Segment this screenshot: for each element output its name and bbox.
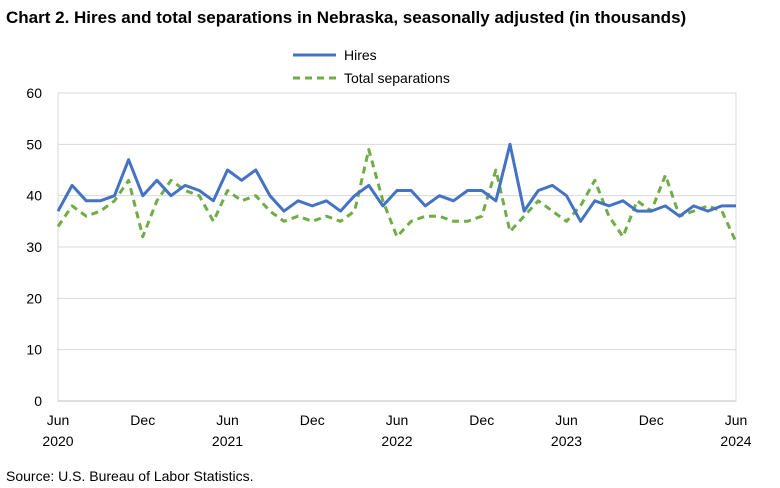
x-tick-label-year: 2023	[551, 433, 582, 449]
x-tick-label-month: Dec	[300, 412, 325, 428]
series-line-hires	[56, 142, 736, 223]
x-tick-label-year: 2024	[720, 433, 751, 449]
gridlines	[58, 92, 736, 351]
y-tick-label: 40	[26, 188, 42, 204]
legend-label-hires: Hires	[344, 47, 377, 63]
x-tick-label-month: Jun	[216, 412, 239, 428]
y-tick-label: 20	[26, 290, 42, 306]
x-tick-label-year: 2021	[212, 433, 243, 449]
y-tick-label: 50	[26, 136, 42, 152]
y-axis-ticks: 0 10 20 30 40 50 60	[26, 85, 42, 409]
x-tick-label-year: 2020	[42, 433, 73, 449]
series-lines	[56, 142, 738, 243]
source-note: Source: U.S. Bureau of Labor Statistics.	[6, 468, 253, 484]
y-tick-label: 60	[26, 85, 42, 101]
legend-label-total-separations: Total separations	[344, 70, 450, 86]
x-tick-label-month: Jun	[47, 412, 70, 428]
series-line-total-separations	[56, 148, 738, 243]
x-tick-label-month: Jun	[555, 412, 578, 428]
chart-title: Chart 2. Hires and total separations in …	[6, 8, 686, 27]
x-tick-label-year: 2022	[381, 433, 412, 449]
x-tick-label-month: Dec	[130, 412, 155, 428]
x-tick-label-month: Dec	[639, 412, 664, 428]
x-tick-label-month: Jun	[386, 412, 409, 428]
x-tick-label-month: Dec	[469, 412, 494, 428]
legend: Hires Total separations	[293, 47, 450, 86]
x-axis-ticks: Jun 2020 Dec Jun 2021 Dec Jun 2022 Dec Jun 2023 Dec…	[42, 412, 751, 449]
x-tick-label-month: Jun	[725, 412, 748, 428]
y-tick-label: 30	[26, 239, 42, 255]
y-tick-label: 0	[34, 393, 42, 409]
y-tick-label: 10	[26, 342, 42, 358]
